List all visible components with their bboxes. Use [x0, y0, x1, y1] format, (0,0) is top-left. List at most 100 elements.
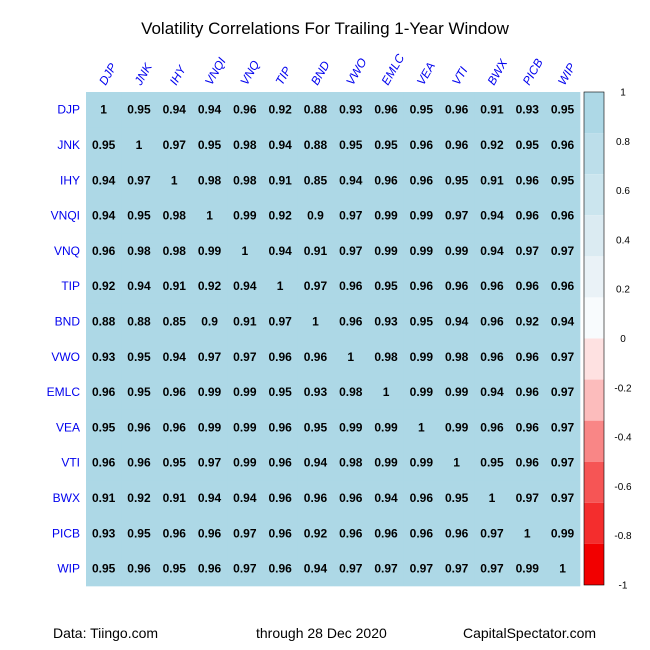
- cell-value: 0.95: [127, 526, 151, 540]
- cell-JNK-JNK: [121, 127, 157, 163]
- cell-WIP-VNQ: [227, 550, 263, 587]
- cell-VNQ-JNK: [121, 233, 157, 269]
- cell-value: 0.96: [516, 420, 540, 434]
- cell-value: 0.96: [92, 385, 116, 399]
- cell-value: 0.98: [163, 209, 187, 223]
- cell-value: 0.95: [198, 138, 222, 152]
- cell-WIP-VNQI: [191, 550, 228, 587]
- colorbar-tick-label: 0.6: [616, 186, 630, 197]
- colorbar-tick-label: 0.2: [616, 285, 630, 296]
- cell-DJP-VNQI: [191, 92, 228, 128]
- cell-value: 0.95: [410, 314, 434, 328]
- cell-value: 0.96: [445, 103, 469, 117]
- cell-DJP-DJP: [86, 92, 122, 128]
- cell-value: 0.95: [92, 138, 116, 152]
- cell-VEA-DJP: [86, 409, 122, 445]
- cell-WIP-JNK: [121, 550, 157, 587]
- cell-VTI-JNK: [121, 445, 157, 481]
- cell-EMLC-BND: [297, 374, 334, 410]
- colorbar-band: [584, 461, 604, 503]
- cell-value: 0.96: [127, 562, 151, 576]
- cell-value: 0.99: [410, 456, 434, 470]
- colorbar-tick-label: 0.4: [616, 235, 630, 246]
- cell-BWX-VNQI: [191, 480, 228, 516]
- cell-value: 0.96: [268, 420, 292, 434]
- cell-VNQI-BND: [297, 197, 334, 234]
- column-label: VNQ: [237, 58, 262, 88]
- cell-PICB-JNK: [121, 515, 157, 551]
- cell-VNQI-VTI: [439, 197, 475, 234]
- cell-value: 1: [453, 456, 460, 470]
- cell-value: 0.97: [233, 350, 257, 364]
- cell-BND-VNQI: [191, 303, 228, 340]
- cell-value: 0.99: [410, 350, 434, 364]
- cell-value: 0.98: [127, 244, 151, 258]
- colorbar-tick-label: -0.4: [614, 433, 632, 444]
- cell-value: 0.96: [268, 350, 292, 364]
- cell-VTI-EMLC: [368, 445, 404, 481]
- colorbar-tick-label: -0.2: [614, 383, 632, 394]
- cell-IHY-EMLC: [368, 162, 404, 198]
- cell-BND-VNQ: [227, 303, 263, 340]
- cell-PICB-DJP: [86, 515, 122, 551]
- cell-value: 0.96: [339, 314, 363, 328]
- cell-PICB-TIP: [262, 515, 298, 551]
- cell-value: 0.94: [304, 562, 328, 576]
- cell-value: 0.95: [268, 385, 292, 399]
- cell-EMLC-DJP: [86, 374, 122, 410]
- cell-value: 0.96: [516, 209, 540, 223]
- colorbar-band: [584, 92, 604, 134]
- cell-VTI-TIP: [262, 445, 298, 481]
- cell-IHY-WIP: [544, 162, 581, 198]
- cell-TIP-VNQI: [191, 268, 228, 304]
- cell-BWX-VTI: [439, 480, 475, 516]
- cell-value: 0.96: [268, 526, 292, 540]
- cell-VNQ-VNQI: [191, 233, 228, 269]
- cell-value: 0.99: [551, 526, 575, 540]
- cell-value: 0.96: [551, 209, 575, 223]
- cell-value: 0.97: [198, 350, 222, 364]
- cell-IHY-JNK: [121, 162, 157, 198]
- cell-PICB-VNQI: [191, 515, 228, 551]
- cell-value: 0.96: [268, 456, 292, 470]
- row-label: VEA: [56, 420, 80, 434]
- cell-VWO-WIP: [544, 339, 581, 375]
- cell-BND-TIP: [262, 303, 298, 340]
- colorbar-tick-label: 0: [620, 334, 626, 345]
- colorbar-tick-label: 1: [620, 88, 626, 99]
- cell-value: 0.98: [233, 173, 257, 187]
- cell-value: 0.96: [480, 279, 504, 293]
- cell-BND-IHY: [156, 303, 192, 340]
- row-label: DJP: [57, 103, 80, 117]
- cell-IHY-VNQI: [191, 162, 228, 198]
- cell-TIP-TIP: [262, 268, 298, 304]
- cell-VTI-DJP: [86, 445, 122, 481]
- cell-value: 0.92: [268, 209, 292, 223]
- cell-value: 0.97: [163, 138, 187, 152]
- cell-value: 0.95: [127, 209, 151, 223]
- cell-value: 0.96: [516, 350, 540, 364]
- cell-value: 1: [347, 350, 354, 364]
- cell-value: 0.97: [339, 209, 363, 223]
- cell-value: 1: [312, 314, 319, 328]
- colorbar-band: [584, 502, 604, 544]
- cell-value: 0.99: [516, 562, 540, 576]
- cell-value: 0.97: [127, 173, 151, 187]
- cell-EMLC-VNQI: [191, 374, 228, 410]
- cell-VWO-VNQI: [191, 339, 228, 375]
- cell-DJP-VWO: [333, 92, 369, 128]
- cell-TIP-VWO: [333, 268, 369, 304]
- cell-VNQ-BWX: [474, 233, 510, 269]
- cell-value: 0.99: [445, 420, 469, 434]
- cell-TIP-EMLC: [368, 268, 404, 304]
- cell-value: 0.96: [163, 420, 187, 434]
- cell-VEA-VEA: [403, 409, 439, 445]
- cell-value: 0.99: [374, 420, 398, 434]
- cell-value: 0.99: [410, 209, 434, 223]
- cell-value: 0.96: [92, 456, 116, 470]
- cell-value: 0.96: [92, 244, 116, 258]
- cell-value: 0.94: [163, 350, 187, 364]
- cell-JNK-VNQI: [191, 127, 228, 163]
- cell-value: 0.94: [92, 173, 116, 187]
